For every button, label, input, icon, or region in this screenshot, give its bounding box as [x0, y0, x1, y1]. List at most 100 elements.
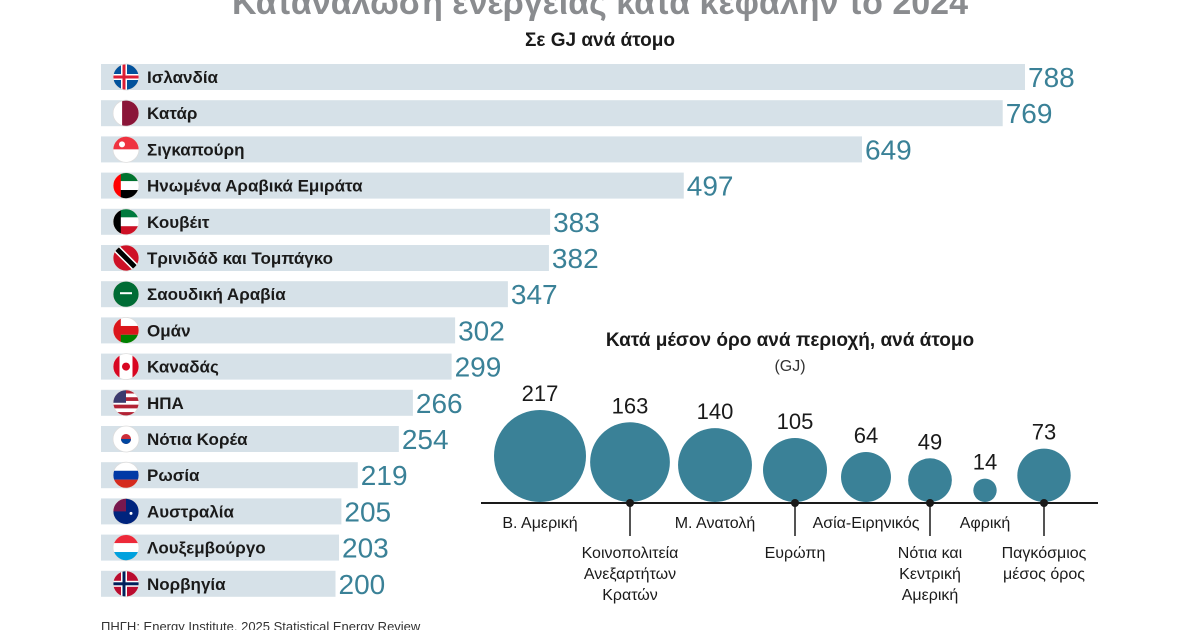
bar-category-label: Ισλανδία — [147, 68, 219, 87]
bar — [101, 245, 549, 271]
bar-row: Νότια Κορέα 254 — [101, 424, 449, 455]
bar-category-label: Κατάρ — [147, 104, 197, 123]
bubble-category-label: Αφρική — [960, 515, 1011, 532]
bar-row: Ισλανδία 788 — [101, 62, 1075, 93]
bubble — [590, 422, 670, 502]
bar — [101, 534, 340, 561]
bubble-group: 140 Μ. Ανατολή — [675, 399, 756, 532]
bar-value-label: 299 — [455, 352, 502, 383]
bubble — [841, 452, 891, 502]
canada-flag-icon — [113, 353, 139, 380]
bar-value-label: 347 — [511, 279, 558, 310]
bar — [101, 426, 399, 452]
bubble-group: 163 Κοινοπολιτεία Ανεξαρτήτων Κρατών — [582, 393, 679, 604]
bar-value-label: 203 — [342, 533, 389, 564]
bubble-value-label: 163 — [612, 393, 649, 418]
bubble-group: 64 Ασία-Ειρηνικός — [813, 423, 920, 532]
bar-category-label: Τρινιδάδ και Τομπάγκο — [147, 249, 333, 268]
bubble-value-label: 140 — [697, 399, 734, 424]
bar-value-label: 266 — [416, 388, 463, 419]
bar-category-label: Λουξεμβούργο — [147, 539, 266, 558]
bubble-value-label: 64 — [854, 423, 878, 448]
bar-row: Καναδάς 299 — [101, 352, 501, 383]
bubble-value-label: 73 — [1032, 420, 1056, 445]
bar-row: Νορβηγία 200 — [101, 569, 385, 600]
bar-value-label: 649 — [865, 134, 912, 165]
bar-value-label: 219 — [361, 460, 408, 491]
bar — [101, 100, 1003, 127]
bar — [101, 462, 358, 489]
bar — [101, 172, 684, 199]
bubble-category-label: Νότια και Κεντρική Αμερική — [898, 545, 963, 604]
bar-value-label: 302 — [458, 315, 505, 346]
bar — [101, 64, 1025, 90]
bar — [101, 498, 342, 525]
bubble — [1017, 448, 1071, 503]
bubble-chart-unit: (GJ) — [774, 358, 806, 375]
bar-value-label: 382 — [552, 243, 599, 274]
bar — [101, 353, 452, 380]
bar-row: Σαουδική Αραβία 347 — [101, 279, 558, 310]
bubble-group: 49 Νότια και Κεντρική Αμερική — [898, 429, 963, 604]
bubble-category-label: Μ. Ανατολή — [675, 515, 756, 532]
bubble-category-label: Ασία-Ειρηνικός — [813, 515, 920, 532]
bubble — [678, 428, 752, 502]
bar-category-label: Κουβέιτ — [147, 213, 210, 232]
usa-flag-icon — [113, 389, 139, 416]
russia-flag-icon — [113, 462, 139, 489]
bubble-category-label: Κοινοπολιτεία Ανεξαρτήτων Κρατών — [582, 545, 679, 604]
kuwait-flag-icon — [113, 208, 139, 235]
bar-category-label: Ηνωμένα Αραβικά Εμιράτα — [147, 177, 363, 196]
bar-value-label: 769 — [1006, 98, 1053, 129]
bar-row: Κουβέιτ 383 — [101, 207, 600, 238]
bar-category-label: Σαουδική Αραβία — [147, 285, 286, 304]
bubble-value-label: 217 — [522, 381, 559, 406]
bubble-value-label: 49 — [918, 429, 942, 454]
leader-dot — [626, 499, 634, 507]
bubble — [763, 438, 827, 502]
luxembourg-flag-icon — [113, 534, 139, 561]
bubble — [973, 478, 997, 502]
bar-row: Ρωσία 219 — [101, 460, 408, 491]
leader-dot — [1040, 499, 1048, 507]
bubble-group: 217 Β. Αμερική — [494, 381, 586, 532]
bar-category-label: Ομάν — [147, 321, 191, 340]
bubble-category-label: Παγκόσμιος μέσος όρος — [1002, 545, 1087, 583]
bar-category-label: ΗΠΑ — [147, 394, 184, 413]
bar-value-label: 205 — [344, 496, 391, 527]
bar — [101, 281, 508, 308]
singapore-flag-icon — [113, 136, 139, 163]
trinidad-tobago-flag-icon — [113, 245, 139, 271]
bar-row: Σιγκαπούρη 649 — [101, 134, 912, 165]
bar-row: Λουξεμβούργο 203 — [101, 533, 389, 564]
saudi-arabia-flag-icon — [113, 281, 139, 308]
bar-row: Τρινιδάδ και Τομπάγκο 382 — [101, 243, 599, 274]
bar-value-label: 254 — [402, 424, 449, 455]
bubble-group: 73 Παγκόσμιος μέσος όρος — [1002, 420, 1087, 583]
bar-value-label: 497 — [687, 171, 734, 202]
qatar-flag-icon — [113, 100, 139, 127]
bar — [101, 570, 336, 597]
bubble-value-label: 105 — [777, 409, 814, 434]
bar-value-label: 788 — [1028, 62, 1075, 93]
bar-category-label: Καναδάς — [147, 358, 219, 377]
bubble — [908, 458, 952, 502]
bubble-group: 105 Ευρώπη — [763, 409, 827, 562]
bar — [101, 208, 551, 235]
leader-dot — [791, 499, 799, 507]
bar-category-label: Αυστραλία — [147, 502, 235, 521]
bar-category-label: Νορβηγία — [147, 575, 226, 594]
south-korea-flag-icon — [113, 426, 139, 452]
bubble-category-label: Β. Αμερική — [502, 515, 577, 532]
bar — [101, 389, 413, 416]
bar-category-label: Νότια Κορέα — [147, 430, 248, 449]
bar-value-label: 383 — [553, 207, 600, 238]
uae-flag-icon — [113, 172, 139, 199]
bubble-value-label: 14 — [973, 450, 997, 475]
bar-category-label: Ρωσία — [147, 466, 200, 485]
bar-row: Αυστραλία 205 — [101, 496, 391, 527]
bar — [101, 317, 456, 344]
chart-title: Κατανάλωση ενέργειας κατά κεφαλήν το 202… — [232, 0, 968, 22]
